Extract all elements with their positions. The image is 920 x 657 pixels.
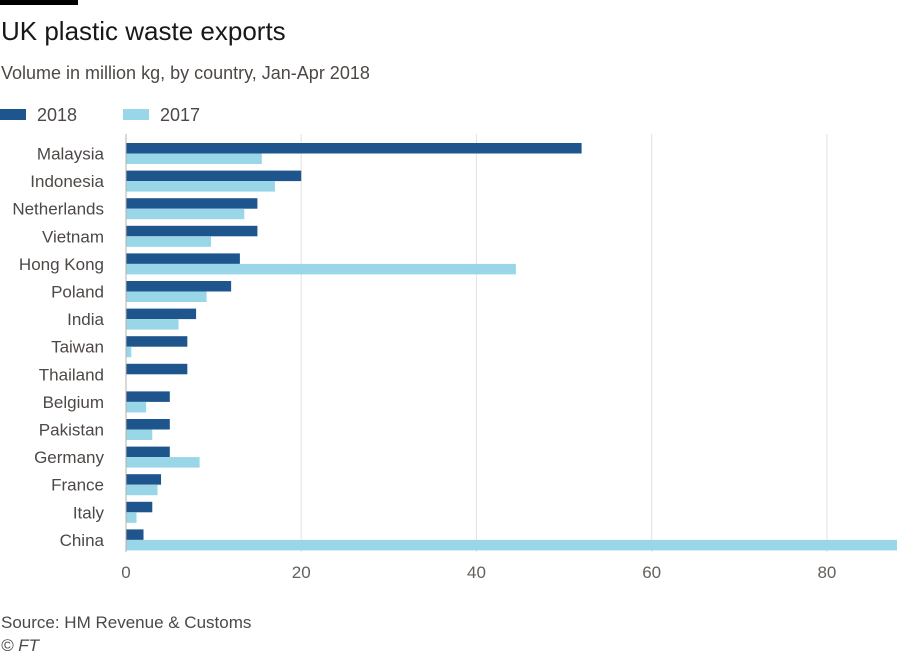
- legend-swatch-2017: [123, 109, 149, 120]
- bar-china-2018: [126, 529, 144, 540]
- category-label-netherlands: Netherlands: [12, 200, 104, 219]
- category-label-france: France: [51, 476, 104, 495]
- brand-bar: [0, 0, 78, 5]
- bar-vietnam-2018: [126, 225, 258, 237]
- category-label-india: India: [67, 310, 104, 329]
- x-tick-label-40: 40: [467, 563, 486, 582]
- category-label-germany: Germany: [34, 448, 104, 467]
- bar-hong-kong-2017: [126, 263, 516, 275]
- source-note: Source: HM Revenue & Customs: [1, 613, 252, 632]
- chart-title: UK plastic waste exports: [1, 16, 286, 46]
- bar-vietnam-2017: [126, 236, 211, 247]
- bar-belgium-2018: [126, 391, 170, 402]
- category-label-italy: Italy: [73, 503, 105, 522]
- bar-chart: Malaysia Indonesia Netherlands Vietnam Hong …: [12, 134, 897, 582]
- category-label-thailand: Thailand: [39, 365, 104, 384]
- bar-poland-2017: [126, 291, 207, 302]
- x-tick-label-80: 80: [817, 563, 836, 582]
- bar-hong-kong-2018: [126, 253, 240, 264]
- bar-poland-2018: [126, 281, 232, 292]
- bar-germany-2018: [126, 446, 170, 458]
- bar-china-2017: [126, 539, 897, 551]
- category-label-poland: Poland: [51, 283, 104, 302]
- copyright: © FT: [1, 636, 40, 655]
- bar-taiwan-2017: [126, 346, 132, 358]
- category-label-pakistan: Pakistan: [39, 421, 104, 440]
- bar-france-2017: [126, 484, 158, 496]
- legend-label-2017: 2017: [160, 105, 201, 125]
- legend-label-2018: 2018: [37, 105, 78, 125]
- bar-pakistan-2018: [126, 419, 170, 430]
- category-label-china: China: [60, 531, 105, 550]
- category-label-belgium: Belgium: [43, 393, 104, 412]
- bar-italy-2018: [126, 501, 153, 513]
- bar-netherlands-2017: [126, 208, 245, 220]
- bar-indonesia-2017: [126, 181, 275, 192]
- bar-netherlands-2018: [126, 198, 258, 209]
- bar-malaysia-2018: [126, 143, 582, 154]
- bar-france-2018: [126, 474, 162, 485]
- bar-india-2017: [126, 319, 179, 330]
- x-tick-label-0: 0: [121, 563, 130, 582]
- bar-malaysia-2017: [126, 153, 262, 164]
- x-tick-label-60: 60: [642, 563, 661, 582]
- chart-subtitle: Volume in million kg, by country, Jan-Ap…: [1, 63, 370, 83]
- bar-indonesia-2018: [126, 170, 302, 182]
- bar-taiwan-2018: [126, 336, 188, 347]
- category-label-taiwan: Taiwan: [51, 338, 104, 357]
- x-tick-label-20: 20: [292, 563, 311, 582]
- bar-italy-2017: [126, 512, 137, 523]
- legend-swatch-2018: [0, 109, 26, 120]
- category-label-malaysia: Malaysia: [37, 145, 105, 164]
- bar-germany-2017: [126, 457, 200, 468]
- bar-belgium-2017: [126, 401, 147, 413]
- bar-india-2018: [126, 308, 197, 320]
- bar-pakistan-2017: [126, 429, 153, 440]
- category-label-indonesia: Indonesia: [30, 172, 104, 191]
- bar-thailand-2018: [126, 363, 188, 375]
- category-label-vietnam: Vietnam: [42, 227, 104, 246]
- category-label-hong-kong: Hong Kong: [19, 255, 104, 274]
